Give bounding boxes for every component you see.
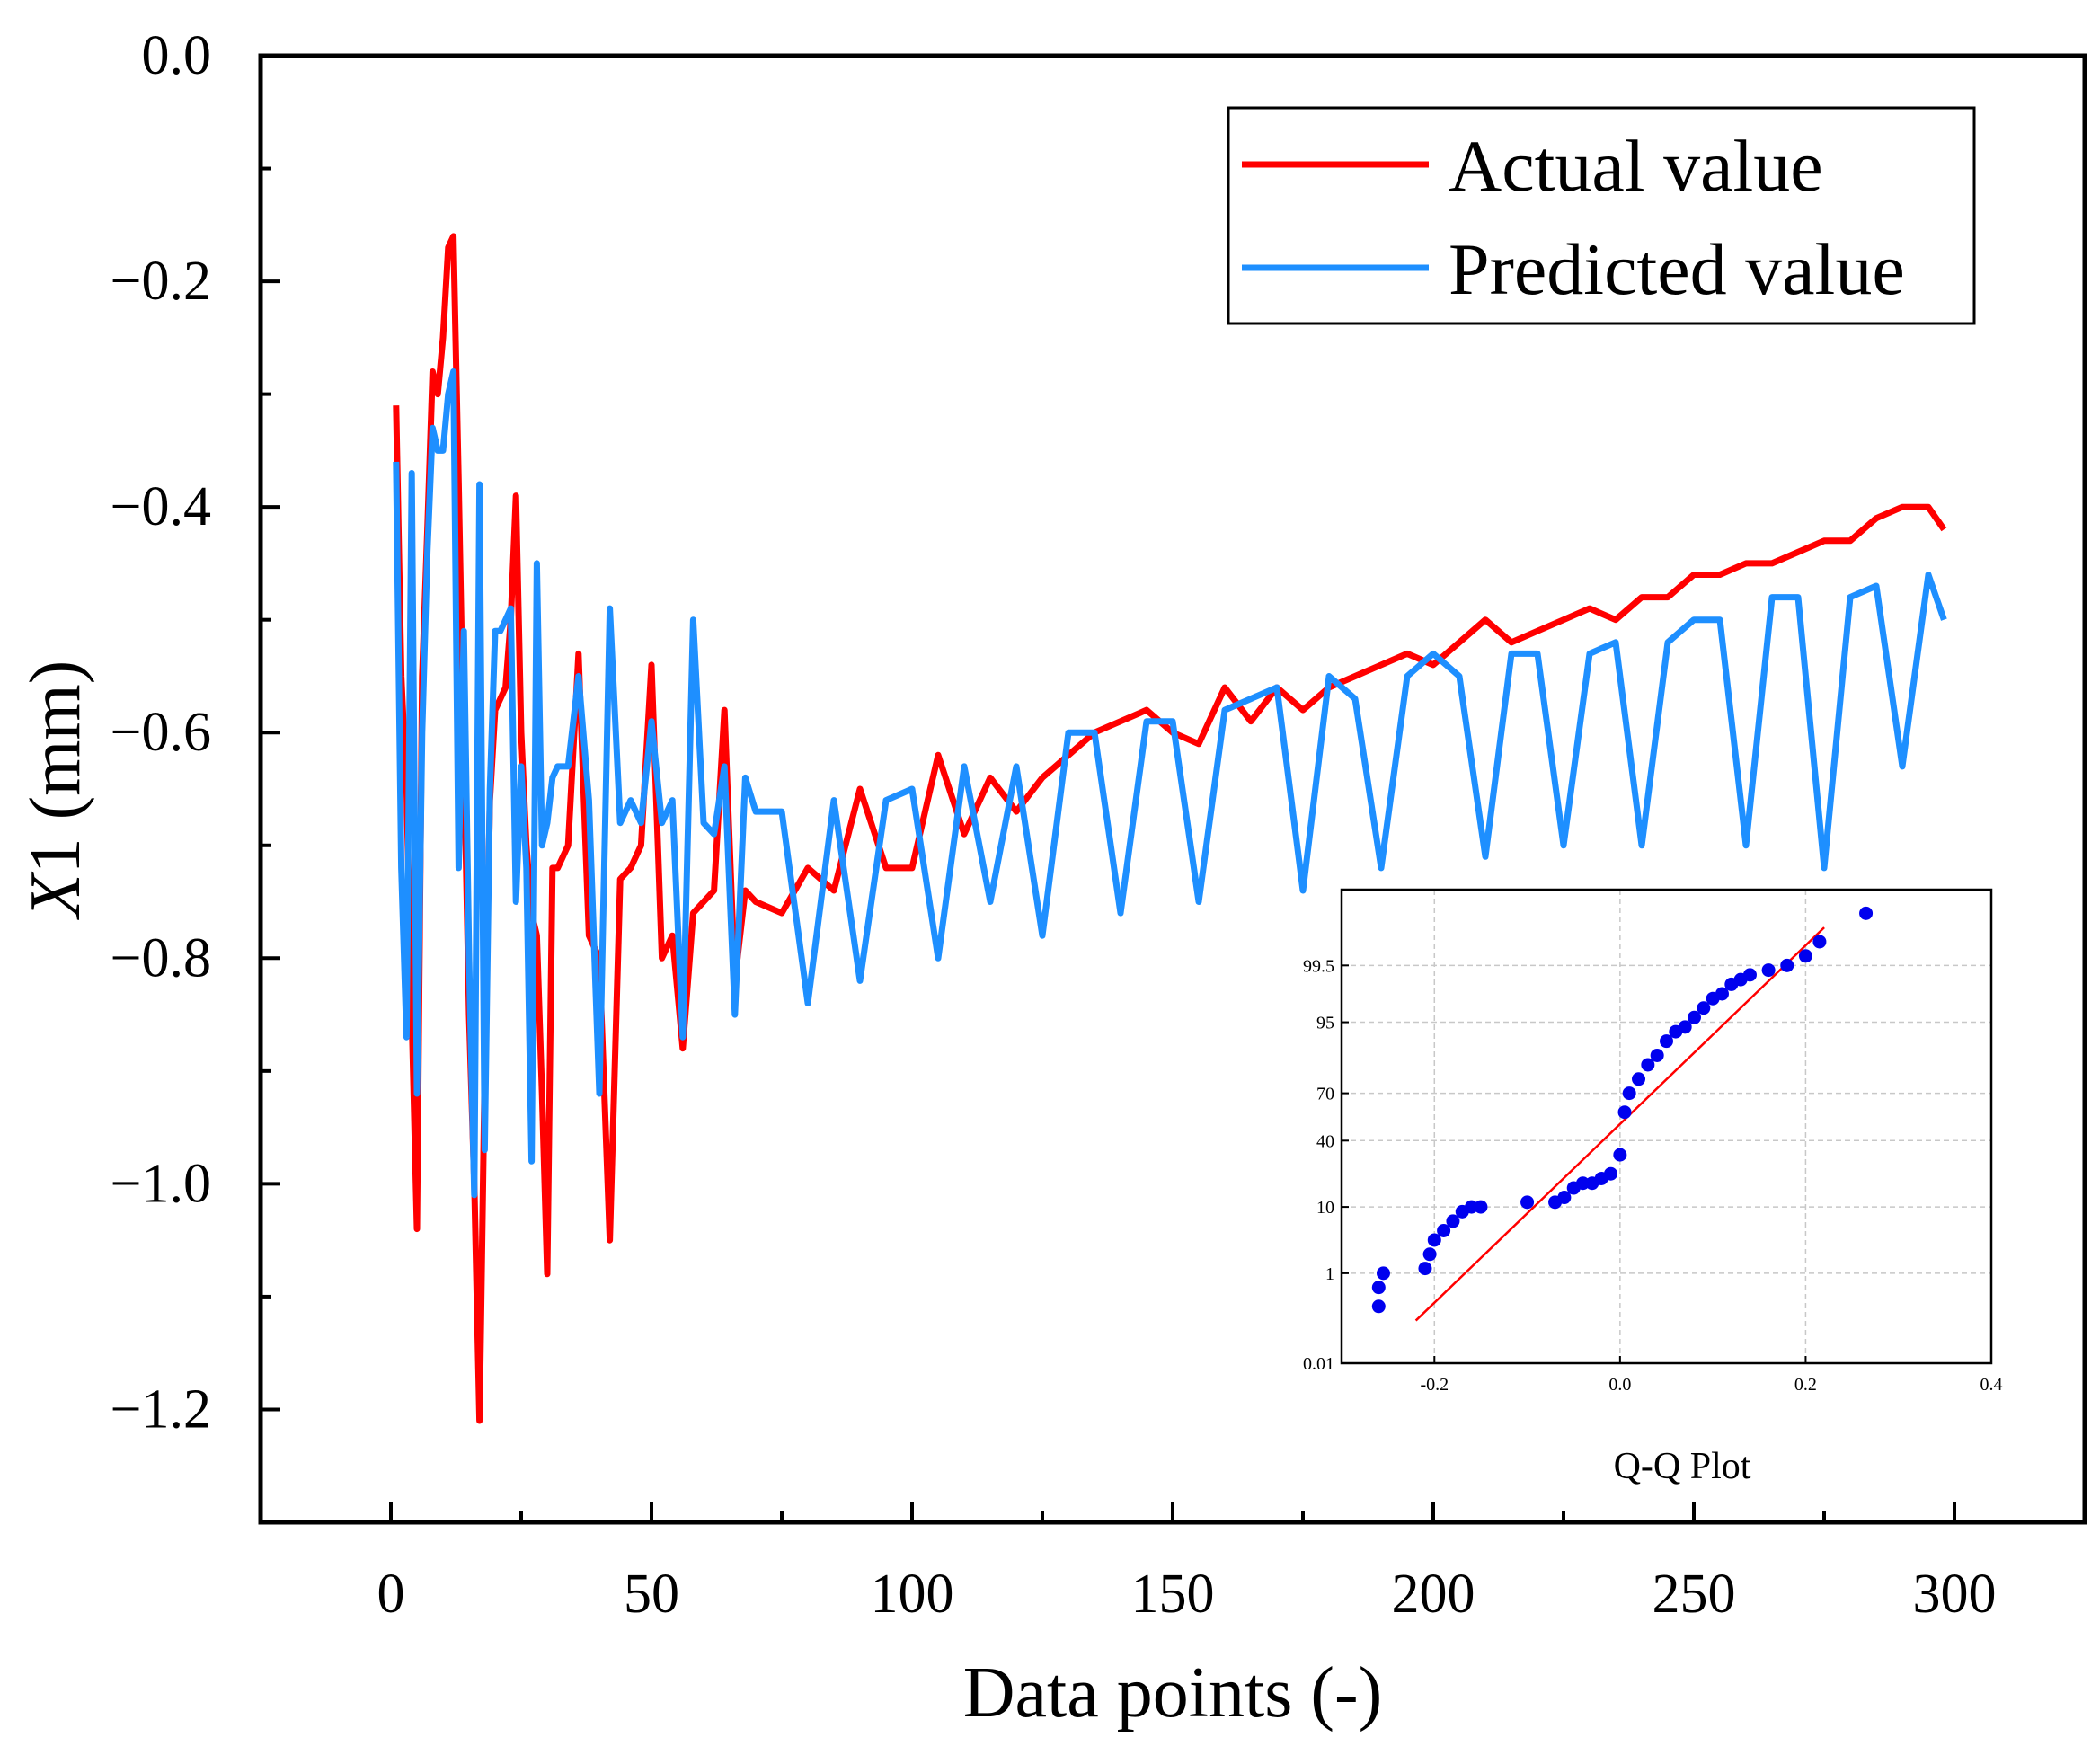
inset-y-tick-label: 40 <box>1316 1131 1334 1151</box>
qq-point <box>1604 1166 1618 1181</box>
main-lines <box>393 233 1947 1424</box>
y-tick-label: −0.6 <box>111 702 211 763</box>
y-tick-label: −0.2 <box>111 251 211 312</box>
x-tick-label: 150 <box>1131 1564 1215 1625</box>
qq-point <box>1617 1105 1632 1120</box>
qq-point <box>1715 987 1729 1001</box>
x-tick-label: 50 <box>624 1564 679 1625</box>
qq-point <box>1650 1048 1664 1062</box>
main-ticks: 0 50 100 150 200 250 300 0.0 −0.2 −0.4 −0.6 −0.8 −1.… <box>111 25 1997 1625</box>
qq-point <box>1520 1195 1535 1210</box>
qq-plot-inset: -0.2 0.0 0.2 0.4 0.01 1 10 40 70 95 99.5 Q-Q Plot <box>1303 888 2003 1487</box>
inset-y-tick-label: 99.5 <box>1303 956 1334 976</box>
inset-ticks: -0.2 0.0 0.2 0.4 0.01 1 10 40 70 95 99.5 <box>1303 956 2003 1395</box>
x-tick-label: 200 <box>1392 1564 1475 1625</box>
main-plot: 0 50 100 150 200 250 300 0.0 −0.2 −0.4 −0.6 −0.8 −1.… <box>16 25 2087 1733</box>
qq-point <box>1641 1058 1655 1072</box>
legend-label-predicted: Predicted value <box>1449 228 1905 310</box>
y-tick-label: −1.2 <box>111 1378 211 1440</box>
y-axis-title-rest: 1 (mm) <box>16 660 95 874</box>
inset-y-tick-label: 95 <box>1316 1014 1334 1033</box>
qq-point <box>1418 1262 1432 1276</box>
x-tick-label: 250 <box>1653 1564 1736 1625</box>
qq-point <box>1859 906 1874 920</box>
legend: Actual value Predicted value <box>1227 106 1976 325</box>
qq-reference-line <box>1414 926 1825 1322</box>
y-tick-label: −0.8 <box>111 927 211 988</box>
qq-point <box>1687 1010 1701 1024</box>
qq-point <box>1812 935 1827 949</box>
qq-point <box>1465 1200 1479 1214</box>
qq-point <box>1371 1281 1386 1295</box>
qq-point <box>1697 1001 1711 1015</box>
inset-x-tick-label: 0.4 <box>1980 1375 2003 1395</box>
inset-x-tick-label: 0.0 <box>1608 1375 1631 1395</box>
series-line-predicted <box>393 368 1947 1199</box>
qq-point <box>1446 1214 1460 1228</box>
qq-point <box>1632 1072 1646 1086</box>
inset-y-tick-label: 1 <box>1325 1264 1334 1284</box>
x-tick-label: 100 <box>871 1564 954 1625</box>
qq-point <box>1437 1223 1451 1237</box>
qq-point <box>1660 1034 1673 1049</box>
legend-frame <box>1227 106 1976 325</box>
qq-point <box>1576 1176 1591 1191</box>
qq-point <box>1427 1233 1441 1247</box>
legend-label-actual: Actual value <box>1449 125 1823 207</box>
inset-y-tick-label: 0.01 <box>1303 1354 1334 1374</box>
y-tick-label: 0.0 <box>142 25 212 86</box>
qq-point <box>1474 1200 1488 1214</box>
qq-point <box>1371 1299 1386 1314</box>
inset-y-tick-label: 10 <box>1316 1198 1334 1218</box>
x-tick-label: 0 <box>377 1564 405 1625</box>
inset-frame <box>1340 888 1993 1365</box>
qq-point <box>1780 958 1794 972</box>
qq-point <box>1557 1191 1572 1205</box>
qq-point <box>1798 949 1812 963</box>
qq-point <box>1742 968 1757 982</box>
inset-y-tick-label: 70 <box>1316 1085 1334 1104</box>
qq-point <box>1613 1148 1627 1162</box>
inset-background <box>1342 890 1991 1363</box>
inset-x-tick-label: 0.2 <box>1794 1375 1817 1395</box>
qq-point <box>1422 1247 1437 1262</box>
y-axis-title-italic: X <box>16 871 95 920</box>
y-tick-label: −1.0 <box>111 1153 211 1214</box>
x-axis-title: Data points (-) <box>963 1653 1383 1733</box>
y-axis-title: X1 (mm) <box>16 660 95 921</box>
inset-x-tick-label: -0.2 <box>1420 1375 1449 1395</box>
x-tick-label: 300 <box>1913 1564 1997 1625</box>
qq-point <box>1761 963 1776 978</box>
qq-point <box>1376 1266 1390 1281</box>
y-tick-label: −0.4 <box>111 476 211 537</box>
qq-point <box>1622 1086 1636 1101</box>
main-plot-frame <box>258 53 2087 1525</box>
qq-point <box>1678 1020 1692 1034</box>
inset-title: Q-Q Plot <box>1614 1446 1751 1487</box>
qq-points <box>1371 906 1874 1314</box>
